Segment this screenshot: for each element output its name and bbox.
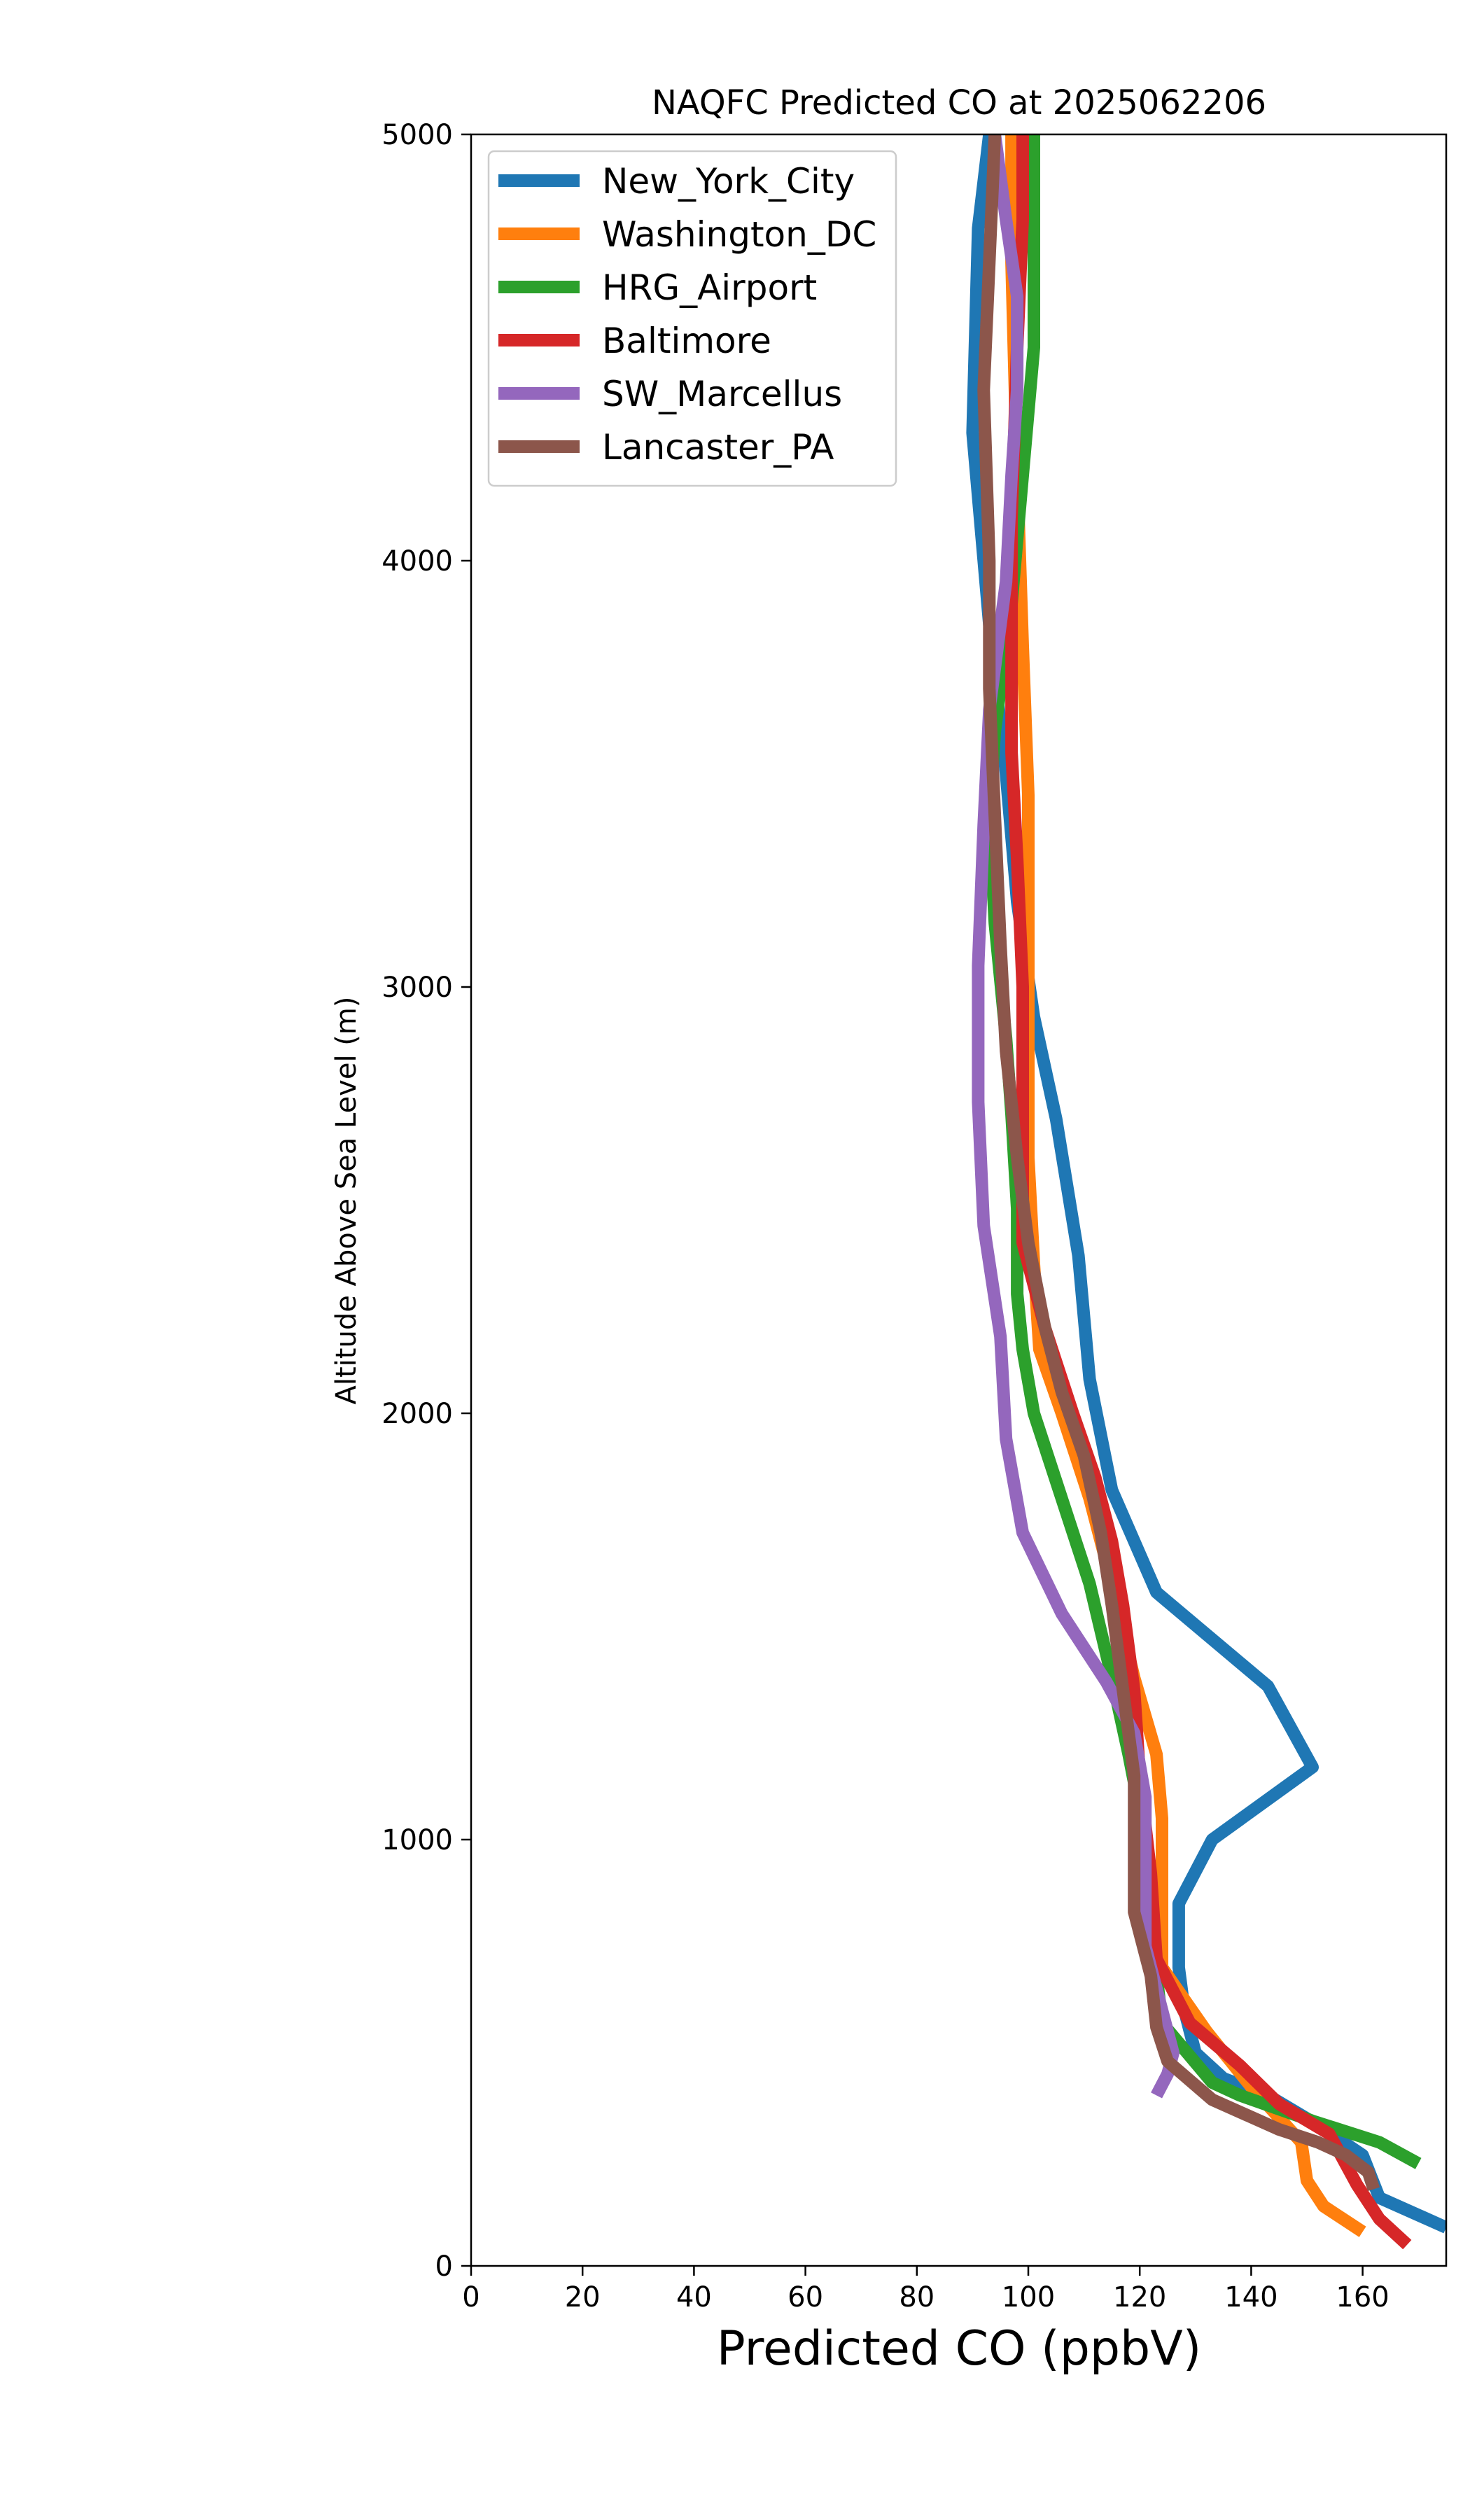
x-tick-label: 0	[462, 2281, 479, 2314]
x-tick-label: 100	[1002, 2281, 1055, 2314]
series-line-baltimore	[1005, 134, 1412, 2250]
legend-label: Washington_DC	[602, 214, 876, 255]
chart-title: NAQFC Predicted CO at 2025062206	[652, 83, 1266, 122]
legend-label: SW_Marcellus	[602, 374, 842, 414]
legend-label: HRG_Airport	[602, 267, 817, 308]
legend-label: Baltimore	[602, 321, 771, 361]
y-tick-label: 1000	[382, 1824, 453, 1856]
y-tick-label: 4000	[382, 545, 453, 578]
x-tick-label: 120	[1113, 2281, 1166, 2314]
x-tick-label: 20	[565, 2281, 601, 2314]
legend-label: New_York_City	[602, 161, 855, 202]
y-tick-label: 3000	[382, 972, 453, 1004]
legend-label: Lancaster_PA	[602, 427, 834, 468]
legend-frame	[487, 150, 897, 487]
x-tick-label: 40	[676, 2281, 712, 2314]
y-axis: 0 1000 2000 3000 4000 5000	[382, 119, 471, 2283]
x-tick-label: 160	[1336, 2281, 1389, 2314]
x-tick-label: 140	[1224, 2281, 1278, 2314]
y-axis-label: Altitude Above Sea Level (m)	[330, 997, 363, 1405]
series-line-lancaster-pa	[977, 134, 1380, 2192]
plot-area-frame	[470, 133, 1448, 2267]
plot-lines	[966, 134, 1446, 2250]
y-tick-label: 2000	[382, 1398, 453, 1430]
y-tick-label: 0	[435, 2250, 453, 2283]
legend: New_York_City Washington_DC HRG_Airport Bal…	[487, 150, 897, 487]
series-line-new-york-city	[966, 134, 1446, 2234]
x-tick-label: 60	[788, 2281, 823, 2314]
x-tick-label: 80	[899, 2281, 934, 2314]
y-tick-label: 5000	[382, 119, 453, 151]
x-axis: 0 20 40 60 80 100 120 140 160	[462, 2266, 1390, 2314]
x-axis-label: Predicted CO (ppbV)	[717, 2321, 1202, 2376]
